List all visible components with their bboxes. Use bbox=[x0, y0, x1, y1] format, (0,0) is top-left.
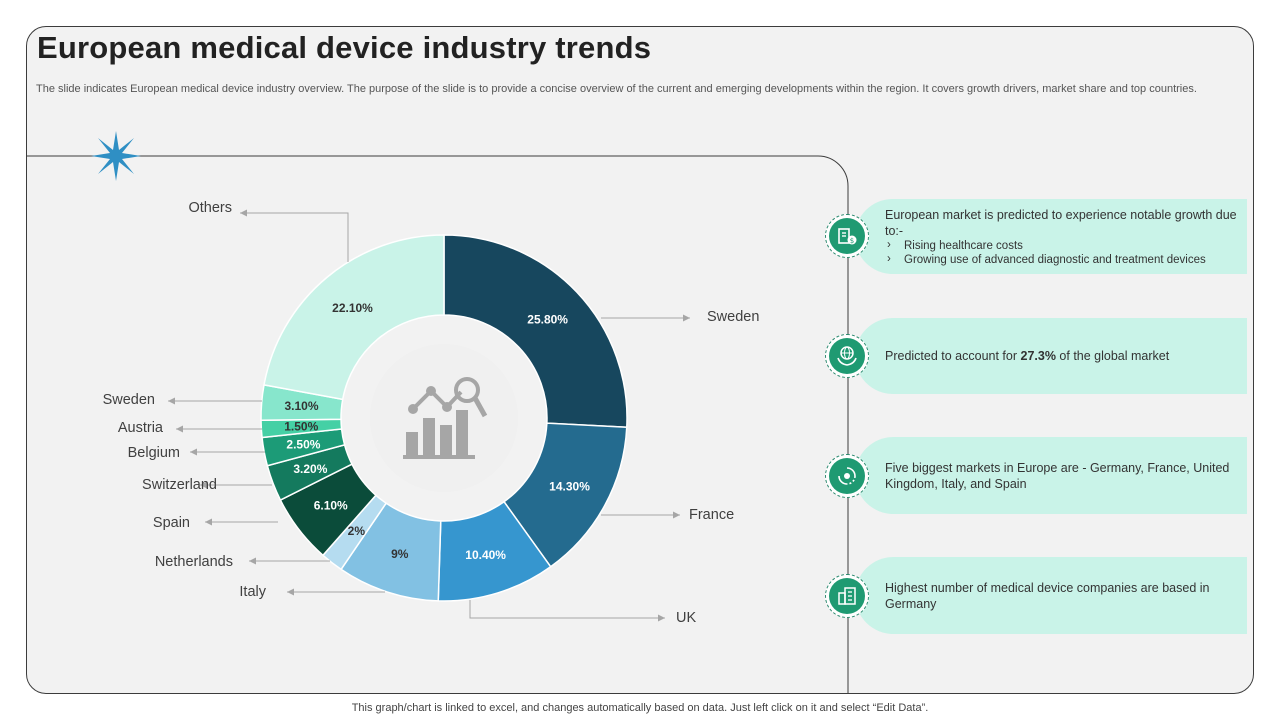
bullet-item: Growing use of advanced diagnostic and t… bbox=[885, 252, 1237, 267]
slice-labels: 25.80% Sweden 14.30% France 10.40% UK 9% Italy 2… bbox=[103, 200, 760, 626]
value-label-netherlands-4: 2% bbox=[348, 524, 366, 538]
insight-germany-text: Highest number of medical device compani… bbox=[885, 580, 1210, 611]
medical-cost-icon: $ bbox=[825, 214, 869, 258]
leader-lines bbox=[168, 209, 690, 622]
page-subtitle: The slide indicates European medical dev… bbox=[36, 83, 1197, 95]
leader-arrow-france-1 bbox=[673, 511, 680, 519]
market-cycle-icon bbox=[825, 454, 869, 498]
insight-growth-bullets: Rising healthcare costs Growing use of a… bbox=[885, 238, 1237, 267]
value-label-france-1: 14.30% bbox=[549, 479, 590, 493]
leader-arrow-netherlands-4 bbox=[249, 557, 256, 565]
category-label-switzerland-6: Switzerland bbox=[142, 477, 217, 493]
star-decoration-icon bbox=[91, 131, 141, 181]
category-label-netherlands-4: Netherlands bbox=[155, 554, 233, 570]
insight-share-suffix: of the global market bbox=[1055, 349, 1170, 363]
leader-arrow-italy-3 bbox=[287, 588, 294, 596]
leader-arrow-uk-2 bbox=[658, 614, 665, 622]
insight-share-prefix: Predicted to account for bbox=[885, 349, 1021, 363]
category-label-sweden-9: Sweden bbox=[103, 392, 155, 408]
insight-card-share: Predicted to account for 27.3% of the gl… bbox=[855, 318, 1247, 394]
slice-sweden-0 bbox=[443, 234, 628, 428]
svg-text:$: $ bbox=[850, 237, 854, 245]
insight-card-markets: Five biggest markets in Europe are - Ger… bbox=[855, 437, 1247, 514]
leader-arrow-spain-5 bbox=[205, 518, 212, 526]
category-label-italy-3: Italy bbox=[239, 584, 266, 600]
value-label-sweden-0: 25.80% bbox=[527, 312, 568, 326]
value-label-sweden-9: 3.10% bbox=[284, 399, 318, 413]
bullet-item: Rising healthcare costs bbox=[885, 238, 1237, 253]
value-label-spain-5: 6.10% bbox=[314, 498, 348, 512]
panel-outline bbox=[27, 155, 849, 694]
category-label-belgium-7: Belgium bbox=[128, 445, 180, 461]
leader-arrow-austria-8 bbox=[176, 425, 183, 433]
leader-line-uk-2 bbox=[469, 600, 665, 619]
value-label-italy-3: 9% bbox=[391, 547, 409, 561]
category-label-uk-2: UK bbox=[676, 610, 696, 626]
insight-share-value: 27.3% bbox=[1020, 349, 1056, 363]
leader-arrow-sweden-9 bbox=[168, 397, 175, 405]
value-label-others-10: 22.10% bbox=[332, 301, 373, 315]
insight-growth-text: European market is predicted to experien… bbox=[885, 207, 1237, 238]
insight-share-text: Predicted to account for 27.3% of the gl… bbox=[885, 348, 1237, 364]
insight-card-germany: Highest number of medical device compani… bbox=[855, 557, 1247, 634]
leader-arrow-switzerland-6 bbox=[200, 481, 207, 489]
leader-line-others-10 bbox=[240, 212, 349, 262]
slice-others-10 bbox=[263, 234, 445, 401]
leader-arrow-belgium-7 bbox=[190, 448, 197, 456]
buildings-icon bbox=[825, 574, 869, 618]
value-label-uk-2: 10.40% bbox=[465, 548, 506, 562]
globe-hands-icon bbox=[825, 334, 869, 378]
category-label-austria-8: Austria bbox=[118, 420, 164, 436]
value-label-switzerland-6: 3.20% bbox=[293, 462, 327, 476]
category-label-spain-5: Spain bbox=[153, 515, 190, 531]
insight-markets-text: Five biggest markets in Europe are - Ger… bbox=[885, 460, 1230, 491]
category-label-france-1: France bbox=[689, 507, 734, 523]
value-label-austria-8: 1.50% bbox=[284, 420, 318, 434]
leader-arrow-others-10 bbox=[240, 209, 247, 217]
category-label-others-10: Others bbox=[188, 200, 232, 216]
slices-layer bbox=[260, 234, 628, 602]
page-title: European medical device industry trends bbox=[37, 30, 652, 65]
leader-arrow-sweden-0 bbox=[683, 314, 690, 322]
category-label-sweden-0: Sweden bbox=[707, 309, 759, 325]
donut-center bbox=[370, 344, 518, 492]
footnote: This graph/chart is linked to excel, and… bbox=[351, 702, 929, 714]
value-label-belgium-7: 2.50% bbox=[286, 437, 320, 451]
insight-card-growth: European market is predicted to experien… bbox=[855, 199, 1247, 274]
analytics-icon bbox=[403, 377, 488, 459]
